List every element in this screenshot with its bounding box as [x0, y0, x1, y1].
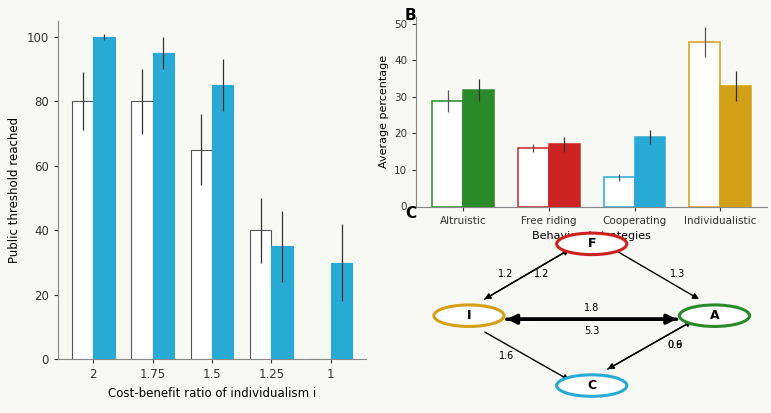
Bar: [518, 148, 549, 206]
Text: 1.3: 1.3: [670, 269, 685, 279]
Text: 1.8: 1.8: [584, 303, 599, 313]
Text: B: B: [405, 8, 416, 23]
Bar: [689, 42, 720, 206]
Text: 1.2: 1.2: [534, 269, 549, 279]
Bar: [250, 230, 271, 359]
Text: F: F: [588, 237, 596, 250]
Bar: [190, 150, 212, 359]
Text: C: C: [405, 206, 416, 221]
Text: 1.2: 1.2: [498, 269, 513, 279]
Text: 0.6: 0.6: [667, 340, 682, 350]
Bar: [463, 90, 494, 206]
Bar: [635, 137, 665, 206]
Bar: [433, 100, 463, 206]
Bar: [271, 247, 293, 359]
Bar: [720, 86, 751, 206]
Bar: [604, 177, 635, 206]
Text: 1.6: 1.6: [499, 351, 513, 361]
X-axis label: Cost-benefit ratio of individualism i: Cost-benefit ratio of individualism i: [108, 387, 316, 400]
Bar: [549, 145, 580, 206]
Y-axis label: Public threshold reached: Public threshold reached: [8, 117, 21, 263]
Text: 5.3: 5.3: [584, 326, 599, 336]
Bar: [72, 101, 93, 359]
Ellipse shape: [557, 375, 627, 396]
X-axis label: Behavioral strategies: Behavioral strategies: [532, 231, 651, 241]
Ellipse shape: [557, 233, 627, 255]
Text: I: I: [466, 309, 471, 322]
Bar: [212, 85, 234, 359]
Text: 0.9: 0.9: [667, 340, 682, 350]
Bar: [331, 263, 352, 359]
Ellipse shape: [679, 305, 749, 326]
Text: A: A: [710, 309, 719, 322]
Bar: [93, 37, 115, 359]
Bar: [153, 53, 174, 359]
Y-axis label: Average percentage: Average percentage: [379, 55, 389, 168]
Ellipse shape: [434, 305, 504, 326]
Text: C: C: [588, 379, 596, 392]
Bar: [131, 101, 153, 359]
